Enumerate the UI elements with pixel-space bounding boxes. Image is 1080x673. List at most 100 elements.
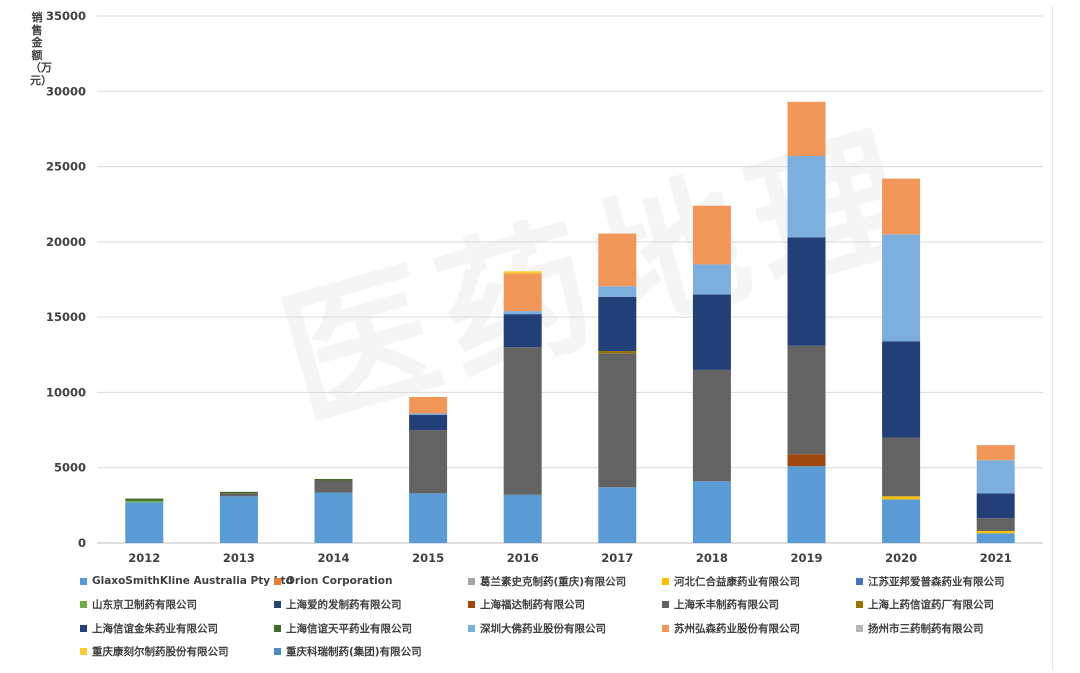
x-tick-label: 2016 <box>507 551 539 565</box>
bar-segment <box>409 413 448 416</box>
legend-label: 上海信谊天平药业有限公司 <box>286 622 412 635</box>
bar-segment <box>598 351 637 354</box>
legend-item: 苏州弘森药业股份有限公司 <box>662 619 800 637</box>
bar-segment <box>409 430 448 494</box>
legend-label: 重庆科瑞制药(集团)有限公司 <box>286 646 422 658</box>
legend-item: 上海禾丰制药有限公司 <box>662 596 779 614</box>
bar-segment <box>976 445 1015 461</box>
bar-segment <box>219 493 258 497</box>
y-tick-label: 15000 <box>46 310 86 324</box>
bar-segment <box>882 437 921 497</box>
bar-segment <box>787 345 826 455</box>
legend-item: 江苏亚邦爱普森药业有限公司 <box>856 572 1005 590</box>
y-tick-label: 5000 <box>54 461 86 475</box>
legend-swatch <box>80 648 87 655</box>
bar-segment <box>692 294 731 370</box>
bar-segment <box>598 353 637 488</box>
bar-segment <box>314 492 353 543</box>
bar-segment <box>882 341 921 438</box>
legend-label: 河北仁合益康药业有限公司 <box>674 575 800 588</box>
bar-segment <box>787 466 826 543</box>
bar-segment <box>976 518 1015 531</box>
legend-label: 上海信谊金朱药业有限公司 <box>92 622 218 635</box>
legend-label: 葛兰素史克制药(重庆)有限公司 <box>480 575 627 588</box>
bar-segment <box>787 101 826 157</box>
bar-segment <box>503 271 542 274</box>
x-axis-ticks: 2012 2013 2014 2015 2016 2017 2018 2019 2020 2021 <box>128 551 1011 565</box>
x-tick-label: 2021 <box>980 551 1012 565</box>
bar-segment <box>976 460 1015 494</box>
bar-segment <box>598 233 637 287</box>
legend-item: 上海福达制药有限公司 <box>468 596 585 614</box>
bar-segment <box>503 273 542 312</box>
legend-item: 重庆康刻尔制药股份有限公司 <box>80 643 229 661</box>
legend-item: 上海信谊天平药业有限公司 <box>274 619 412 637</box>
legend-item: 扬州市三药制药有限公司 <box>856 619 984 637</box>
bar-segment <box>409 396 448 414</box>
legend-swatch <box>468 577 475 585</box>
legend-label: 上海福达制药有限公司 <box>480 599 585 611</box>
bar-segment <box>692 264 731 295</box>
y-tick-label: 25000 <box>46 160 86 174</box>
legend-swatch <box>468 601 475 608</box>
bar-segment <box>882 178 921 235</box>
y-tick-label: 0 <box>78 536 86 550</box>
legend-swatch <box>274 648 281 655</box>
legend-swatch <box>274 601 281 608</box>
bar-segment <box>503 314 542 348</box>
x-tick-label: 2012 <box>128 551 160 565</box>
legend-label: 扬州市三药制药有限公司 <box>868 622 984 635</box>
bar-segment <box>787 156 826 238</box>
bar-segment <box>503 347 542 495</box>
legend-label: 江苏亚邦爱普森药业有限公司 <box>868 575 1005 588</box>
legend: GlaxoSmithKline Australia Pty Ltd Orion C… <box>80 572 1050 668</box>
y-tick-label: 30000 <box>46 84 86 98</box>
x-tick-label: 2019 <box>790 551 822 565</box>
y-tick-label: 35000 <box>46 9 86 23</box>
bar-segment <box>503 311 542 315</box>
legend-swatch <box>856 601 863 608</box>
bar-segment <box>314 479 353 481</box>
bar-segment <box>787 454 826 467</box>
legend-label: 上海禾丰制药有限公司 <box>674 599 779 611</box>
legend-item: 上海爱的发制药有限公司 <box>274 596 402 614</box>
bar-segment <box>503 494 542 543</box>
bar-segment <box>692 481 731 543</box>
bars <box>125 101 1015 543</box>
legend-label: 苏州弘森药业股份有限公司 <box>674 622 800 635</box>
bar-segment <box>598 296 637 352</box>
legend-item: 深圳大佛药业股份有限公司 <box>468 619 606 637</box>
bar-segment <box>409 493 448 543</box>
legend-swatch <box>274 624 281 632</box>
bar-segment <box>882 234 921 342</box>
bar-segment <box>692 369 731 482</box>
legend-swatch <box>662 624 669 632</box>
legend-label: 上海上药信谊药厂有限公司 <box>868 599 994 611</box>
legend-item: 重庆科瑞制药(集团)有限公司 <box>274 643 422 661</box>
bar-segment <box>787 237 826 346</box>
legend-swatch <box>80 577 87 585</box>
legend-swatch <box>274 577 281 585</box>
x-tick-label: 2020 <box>885 551 917 565</box>
legend-swatch <box>662 601 669 608</box>
bar-segment <box>219 491 258 494</box>
legend-item: 葛兰素史克制药(重庆)有限公司 <box>468 572 626 590</box>
bar-segment <box>314 480 353 493</box>
x-tick-label: 2018 <box>696 551 728 565</box>
y-axis-ticks: 0 5000 10000 15000 20000 25000 30000 35000 <box>46 9 86 550</box>
legend-label: 重庆康刻尔制药股份有限公司 <box>92 646 229 658</box>
legend-swatch <box>662 577 669 585</box>
bar-segment <box>882 496 921 500</box>
legend-item: 山东京卫制药有限公司 <box>80 596 197 614</box>
bar-segment <box>125 502 164 543</box>
x-tick-label: 2015 <box>412 551 444 565</box>
bar-segment <box>125 498 164 501</box>
legend-label: 上海爱的发制药有限公司 <box>286 599 402 611</box>
y-axis-label: 销售金额（万元） <box>30 11 52 87</box>
legend-item: 上海上药信谊药厂有限公司 <box>856 596 994 614</box>
bar-segment <box>882 499 921 543</box>
legend-swatch <box>80 624 87 632</box>
bar-segment <box>125 500 164 503</box>
